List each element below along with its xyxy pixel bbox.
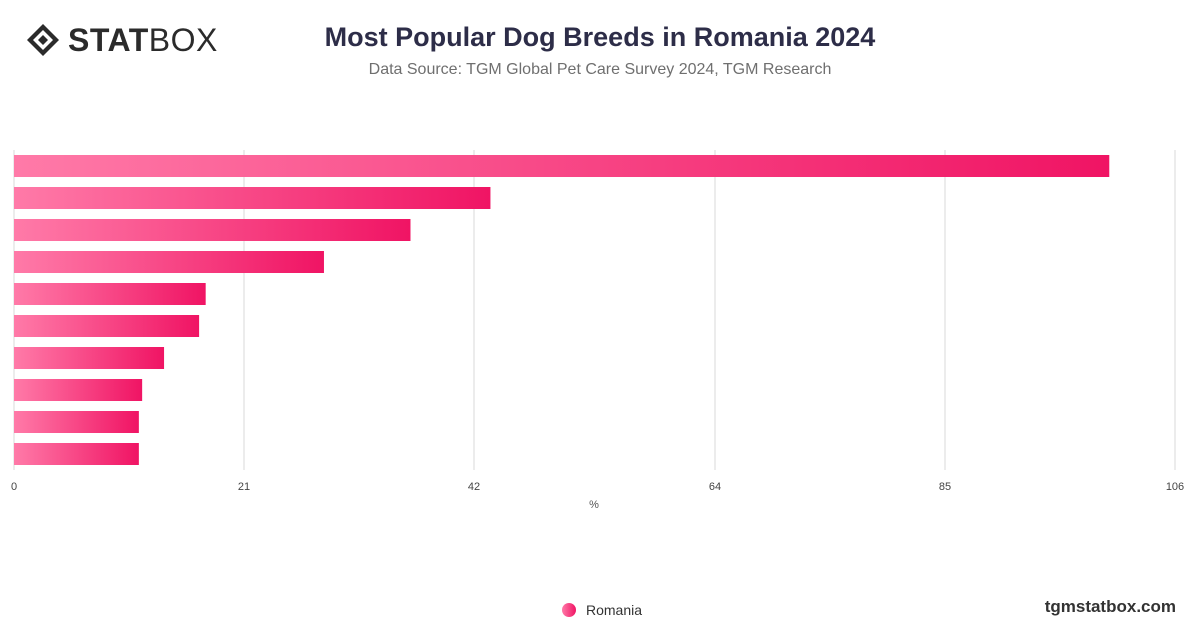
legend-label: Romania bbox=[586, 602, 643, 618]
bar-5[interactable] bbox=[14, 283, 206, 305]
x-axis-label: % bbox=[589, 499, 599, 511]
bar-8[interactable] bbox=[14, 379, 143, 401]
footer-site: tgmstatbox.com bbox=[1044, 597, 1176, 616]
bar-1[interactable] bbox=[14, 155, 1110, 177]
bar-6[interactable] bbox=[14, 315, 200, 337]
x-tick-label: 106 bbox=[1166, 481, 1184, 493]
logo-wordmark: STATBOX bbox=[68, 22, 218, 58]
logo-bold-text: STAT bbox=[68, 22, 149, 58]
x-tick-label: 85 bbox=[939, 481, 951, 493]
chart-title: Most Popular Dog Breeds in Romania 2024 bbox=[324, 22, 876, 52]
legend-marker bbox=[562, 603, 576, 617]
bar-7[interactable] bbox=[14, 347, 165, 369]
statbox-logo: STATBOX bbox=[26, 22, 218, 58]
bar-chart: 0 21 42 64 85 106 % bbox=[11, 150, 1184, 511]
bar-2[interactable] bbox=[14, 187, 491, 209]
legend[interactable]: Romania bbox=[562, 602, 642, 618]
x-tick-label: 0 bbox=[11, 481, 17, 493]
bar-10[interactable] bbox=[14, 443, 139, 465]
x-tick-label: 42 bbox=[468, 481, 480, 493]
x-tick-label: 21 bbox=[238, 481, 250, 493]
bar-9[interactable] bbox=[14, 411, 139, 433]
chart-subtitle: Data Source: TGM Global Pet Care Survey … bbox=[368, 61, 832, 78]
bar-3[interactable] bbox=[14, 219, 411, 241]
bar-4[interactable] bbox=[14, 251, 324, 273]
diamond-logo-icon bbox=[27, 24, 59, 56]
logo-light-text: BOX bbox=[148, 22, 218, 58]
x-tick-label: 64 bbox=[709, 481, 721, 493]
